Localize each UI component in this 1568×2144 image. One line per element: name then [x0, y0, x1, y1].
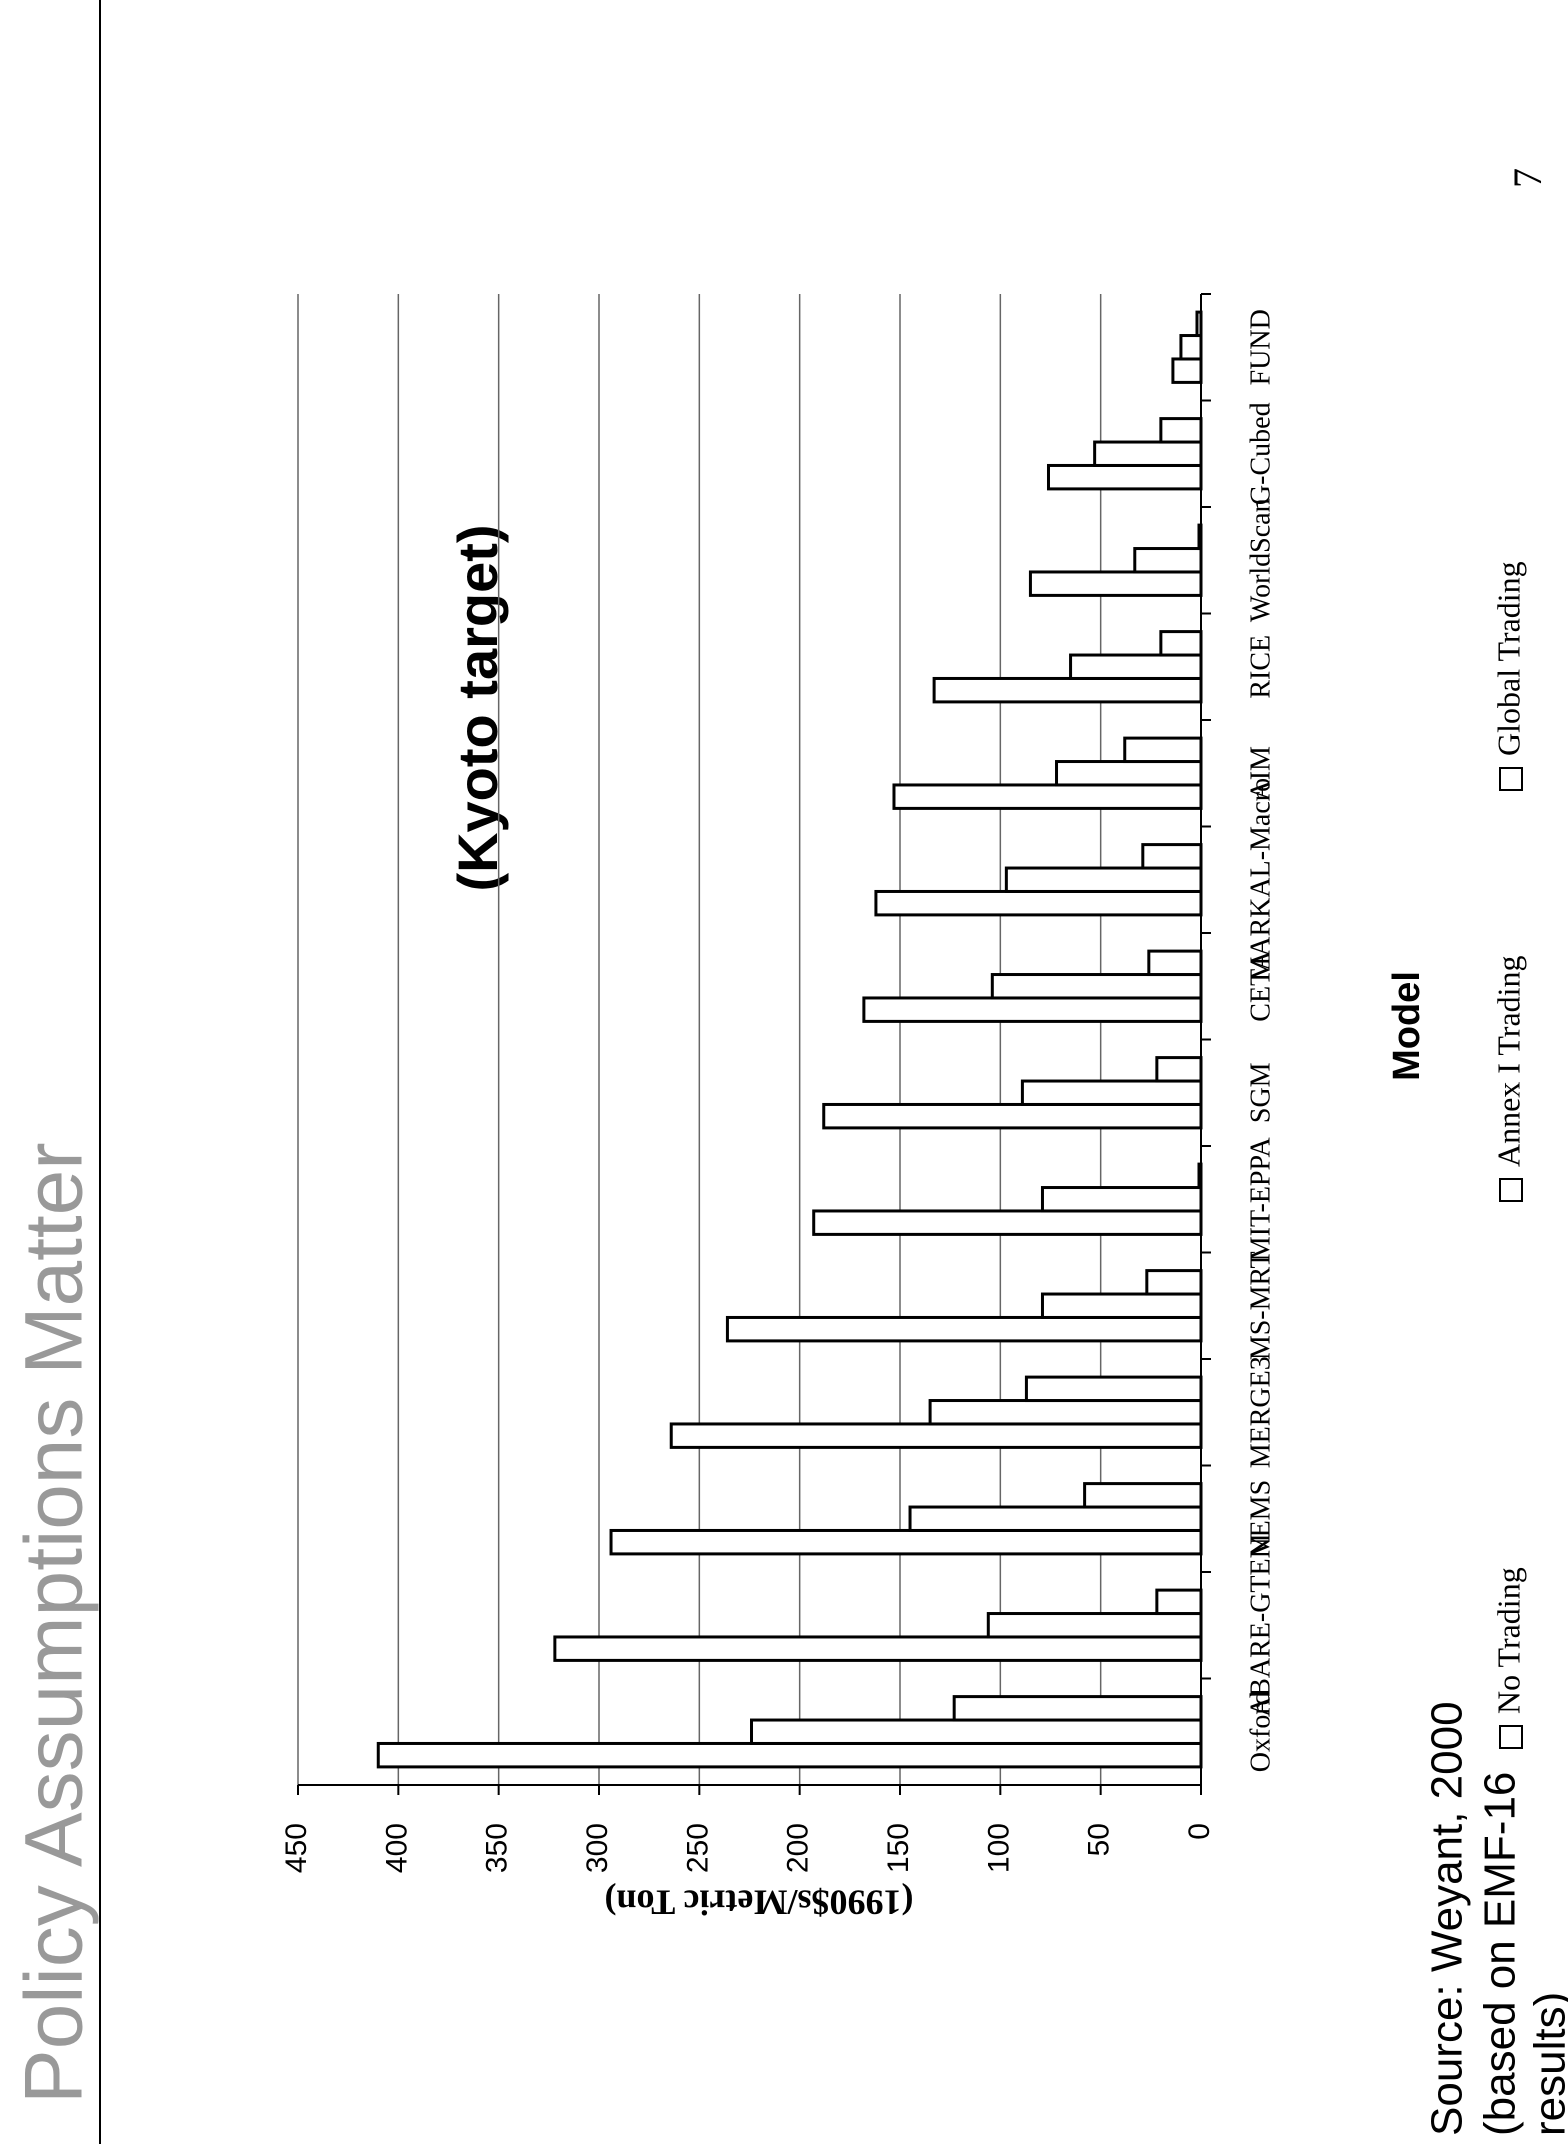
- x-tick-label: ABARE-GTEM: [1245, 1533, 1276, 1717]
- y-tick-label: 250: [681, 1823, 714, 1873]
- x-tick-label: CETA: [1245, 950, 1276, 1022]
- bar: [1028, 570, 1203, 597]
- legend-swatch: [1499, 767, 1523, 791]
- bar: [609, 1528, 1203, 1556]
- bar: [750, 1718, 1203, 1745]
- bar: [376, 1741, 1203, 1769]
- bar: [725, 1315, 1203, 1343]
- x-tick-label: MARKAL-Macro: [1245, 778, 1276, 982]
- bar: [908, 1505, 1203, 1532]
- source-line: results): [1526, 1992, 1568, 2136]
- x-tick-label: SGM: [1245, 1062, 1276, 1123]
- x-tick-label: AIM: [1245, 746, 1276, 801]
- bar: [812, 1209, 1203, 1236]
- y-axis-label: (1990$s/Metric Ton): [605, 1883, 914, 1923]
- bar: [1093, 440, 1203, 467]
- y-tick-label: 50: [1083, 1823, 1116, 1856]
- legend-label: Global Trading: [1490, 561, 1526, 756]
- bar: [1145, 1269, 1203, 1296]
- y-tick-label: 300: [581, 1823, 614, 1873]
- bar: [1197, 523, 1203, 551]
- x-tick-label: NEMS: [1245, 1480, 1276, 1558]
- x-tick-label: RICE: [1245, 635, 1276, 699]
- bar: [1197, 1162, 1203, 1190]
- bar: [553, 1635, 1203, 1662]
- y-tick-label: 100: [982, 1823, 1015, 1873]
- page-number: 7: [1505, 168, 1550, 188]
- bar: [1069, 653, 1203, 680]
- legend-label: No Trading: [1490, 1567, 1526, 1714]
- y-tick-label: 150: [882, 1823, 915, 1873]
- bar: [1040, 1186, 1203, 1213]
- bar: [1083, 1482, 1203, 1509]
- bar: [1179, 334, 1203, 361]
- bar: [1046, 463, 1203, 491]
- legend-swatch: [1499, 1725, 1523, 1749]
- bar: [1020, 1079, 1203, 1106]
- bar: [1171, 357, 1203, 384]
- y-tick-label: 400: [380, 1823, 413, 1873]
- y-tick-label: 350: [481, 1823, 514, 1873]
- source-line: Source: Weyant, 2000: [1423, 1701, 1472, 2136]
- x-tick-label: MIT-EPPA: [1245, 1136, 1276, 1261]
- x-tick-label: MERGE3: [1245, 1356, 1276, 1468]
- bar: [1141, 843, 1203, 870]
- chart-title: Policy Assumptions Matter: [9, 1142, 100, 2104]
- legend-label: Annex I Trading: [1490, 955, 1526, 1167]
- bar: [874, 889, 1203, 917]
- bar: [1040, 1292, 1203, 1319]
- bar: [1055, 760, 1203, 787]
- x-tick-label: WorldScan: [1245, 498, 1276, 622]
- bar: [1024, 1375, 1203, 1403]
- y-tick-label: 0: [1183, 1823, 1216, 1840]
- bar: [928, 1399, 1203, 1426]
- x-tick-label: FUND: [1245, 309, 1276, 385]
- bar: [1004, 866, 1203, 893]
- source-line: (based on EMF-16: [1476, 1772, 1525, 2136]
- bar: [1159, 417, 1203, 444]
- bar: [862, 996, 1203, 1023]
- bar: [1195, 310, 1203, 338]
- bar: [990, 973, 1203, 1000]
- y-tick-label: 450: [280, 1823, 313, 1873]
- bar: [932, 676, 1203, 704]
- x-axis-label: Model: [1386, 971, 1428, 1081]
- bar: [822, 1102, 1203, 1130]
- x-tick-label: G-Cubed: [1245, 402, 1276, 505]
- bar: [952, 1695, 1203, 1722]
- bar: [669, 1422, 1203, 1449]
- bar: [1155, 1588, 1203, 1616]
- x-tick-label: MS-MRT: [1245, 1251, 1276, 1360]
- rotated-slide: Policy Assumptions Matter (Kyoto target)…: [9, 0, 1568, 2144]
- x-tick-label: Oxford: [1245, 1691, 1276, 1772]
- bar: [986, 1612, 1203, 1639]
- bar: [892, 783, 1203, 810]
- y-tick-label: 200: [782, 1823, 815, 1873]
- bar: [1133, 547, 1203, 574]
- bar: [1159, 630, 1203, 657]
- legend-swatch: [1499, 1178, 1523, 1202]
- bar: [1123, 736, 1203, 764]
- bar: [1155, 1056, 1203, 1083]
- bar: [1147, 949, 1203, 977]
